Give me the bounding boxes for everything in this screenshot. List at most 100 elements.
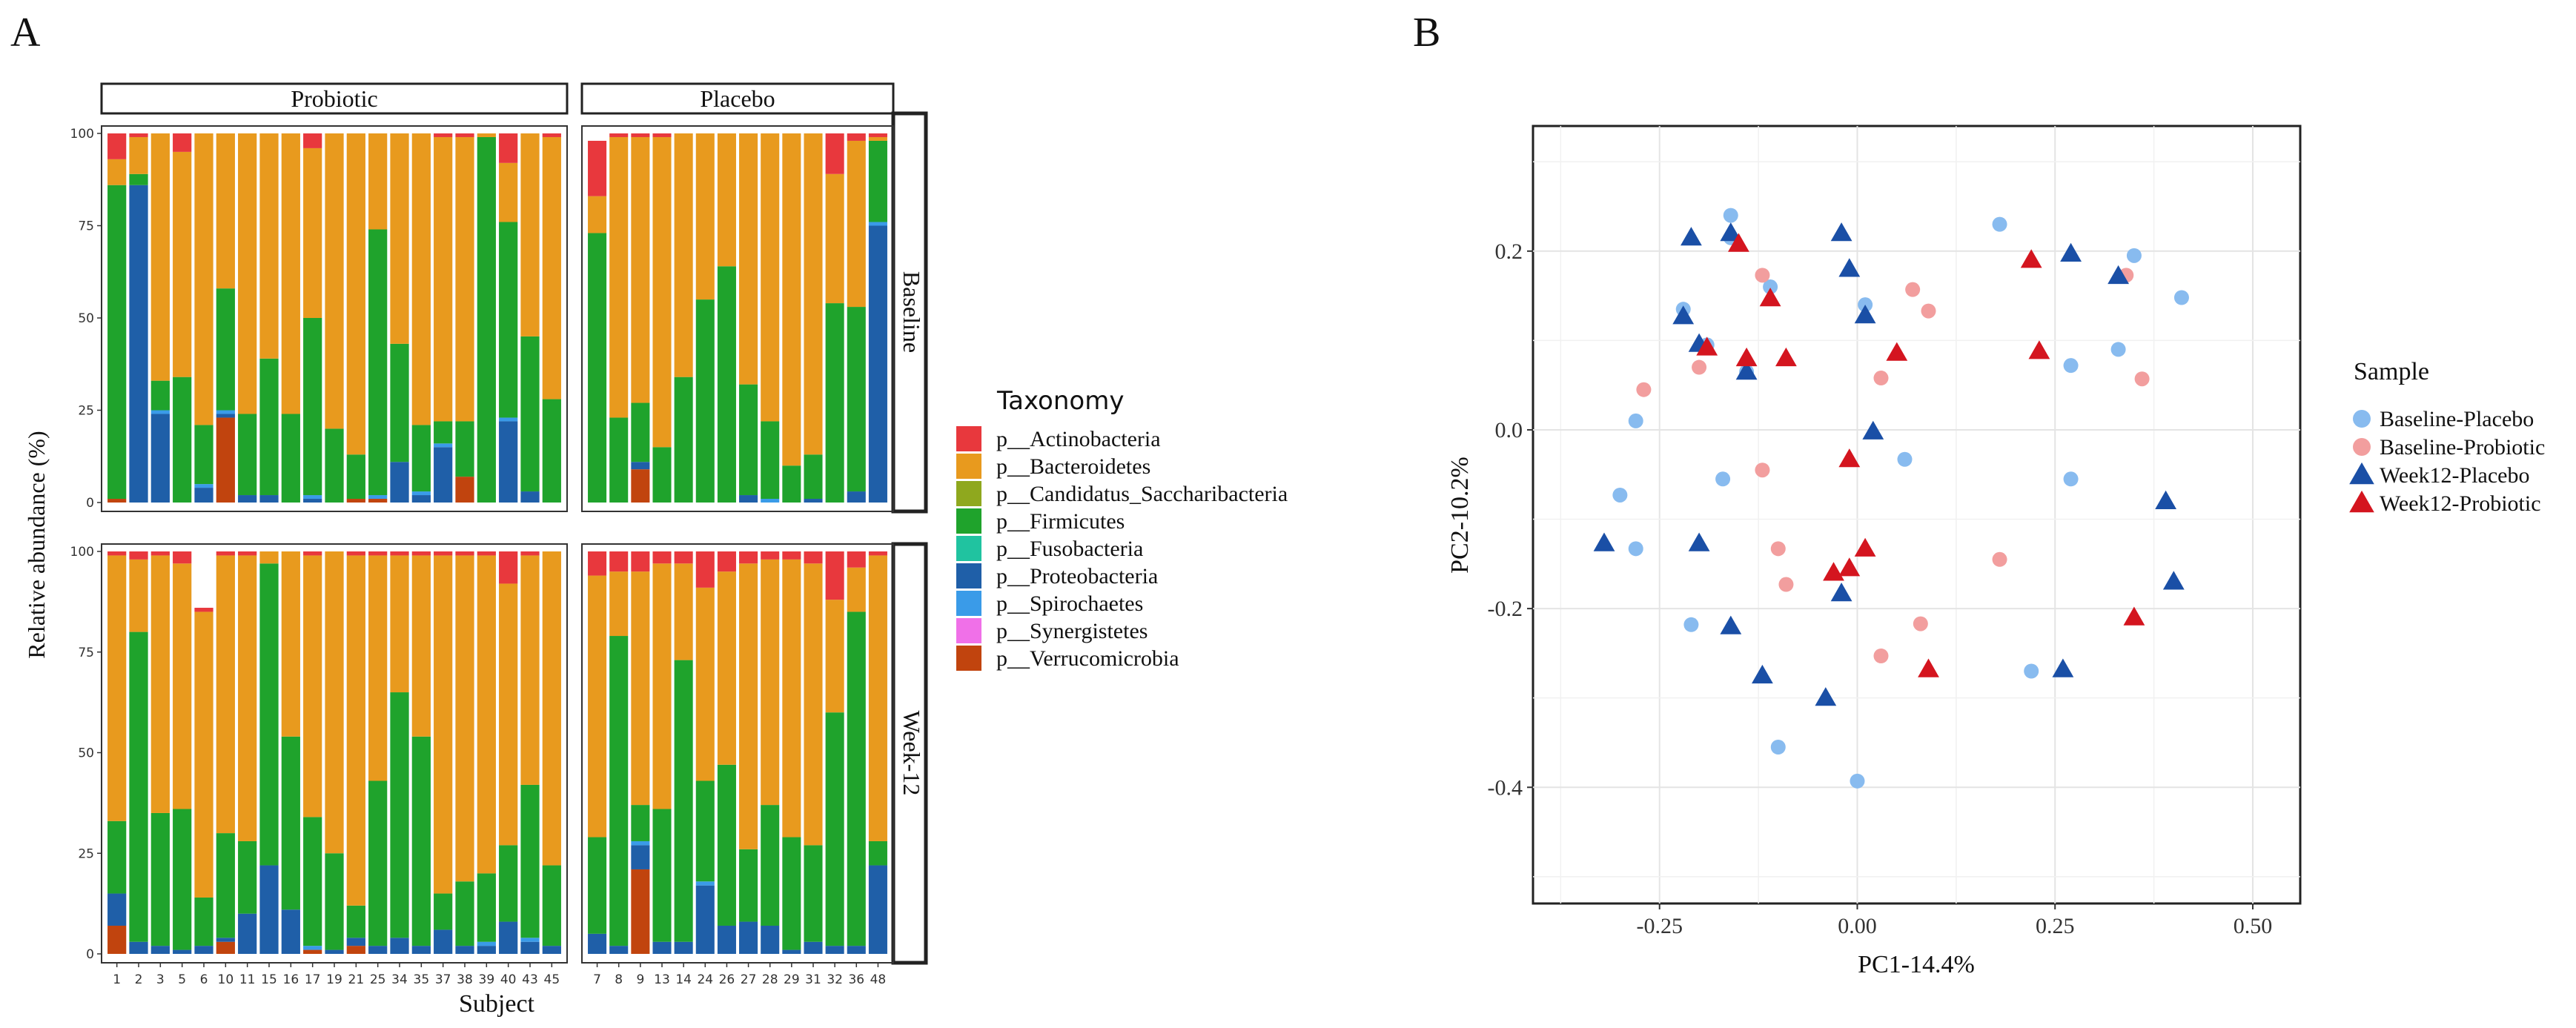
bar-segment	[652, 133, 672, 137]
x-tick-label: 1	[113, 972, 121, 987]
x-tick-label: -0.25	[1636, 914, 1683, 938]
point-week12-placebo	[2060, 242, 2082, 262]
bar-segment	[368, 133, 388, 230]
bar-segment	[303, 555, 322, 818]
bar-segment	[150, 555, 170, 813]
legend-swatch	[956, 454, 981, 479]
bar-segment	[825, 712, 844, 946]
bar-segment	[609, 946, 629, 954]
bar-segment	[868, 133, 887, 137]
bar-segment	[868, 136, 887, 141]
legend-swatch	[956, 618, 981, 643]
bar-segment	[825, 133, 844, 174]
bar-segment	[631, 840, 650, 846]
bar-segment	[499, 583, 518, 846]
bar-segment	[129, 559, 148, 632]
x-tick-label: 14	[675, 972, 692, 987]
point-week12-placebo	[1720, 222, 1742, 242]
x-tick-label: 0.25	[2036, 914, 2075, 938]
facet-label-baseline: Baseline	[898, 271, 925, 353]
x-tick-label: 29	[784, 972, 800, 987]
point-week12-probiotic	[2123, 606, 2145, 626]
bar-segment	[804, 499, 823, 503]
point-week12-probiotic	[1886, 342, 1908, 361]
bar-segment	[303, 949, 322, 954]
x-tick-label: 28	[762, 972, 778, 987]
point-week12-placebo	[1735, 361, 1758, 380]
bar-segment	[173, 133, 192, 152]
x-tick-label: 6	[200, 972, 208, 987]
bar-segment	[695, 133, 715, 300]
y-axis-title-a: Relative abundance (%)	[23, 431, 50, 658]
point-baseline-placebo	[2173, 290, 2189, 305]
bar-segment	[695, 881, 715, 886]
bar-segment	[477, 133, 496, 137]
facet-panel-placebo-week12	[581, 543, 894, 964]
bar-segment	[390, 343, 409, 462]
bar-segment	[588, 933, 607, 954]
bar-segment	[477, 873, 496, 942]
bar-segment	[325, 133, 344, 429]
bar-segment	[173, 809, 192, 950]
bar-segment	[761, 499, 780, 503]
bar-segment	[238, 495, 257, 503]
bar-segment	[674, 377, 693, 503]
x-tick-label: 11	[239, 972, 256, 987]
bar-segment	[739, 921, 758, 954]
bar-segment	[825, 303, 844, 503]
bar-segment	[739, 133, 758, 385]
point-baseline-probiotic	[1913, 616, 1928, 631]
bar-segment	[455, 133, 474, 137]
bar-segment	[804, 454, 823, 500]
bar-segment	[609, 551, 629, 572]
bar-segment	[150, 946, 170, 954]
bar-segment	[281, 736, 300, 910]
point-week12-placebo	[2108, 265, 2129, 285]
bar-segment	[390, 133, 409, 344]
point-week12-probiotic	[1838, 557, 1861, 577]
bar-segment	[173, 551, 192, 564]
y-tick-label: 0.2	[1495, 239, 1523, 264]
bar-segment	[520, 941, 540, 954]
point-week12-placebo	[1593, 532, 1615, 551]
bar-segment	[695, 885, 715, 954]
bar-segment	[455, 946, 474, 954]
bar-segment	[520, 938, 540, 942]
point-week12-probiotic	[1918, 658, 1939, 677]
bar-segment	[238, 133, 257, 414]
bar-segment	[717, 571, 736, 765]
x-tick-label: 26	[719, 972, 735, 987]
y-tick-label: -0.2	[1488, 597, 1523, 621]
point-baseline-probiotic	[2134, 371, 2150, 387]
point-baseline-probiotic	[1873, 649, 1889, 664]
x-tick-label: 36	[848, 972, 864, 987]
bar-segment	[761, 551, 780, 560]
x-tick-label: 16	[283, 972, 299, 987]
point-week12-placebo	[1752, 664, 1773, 684]
bar-segment	[150, 551, 170, 556]
bar-segment	[390, 555, 409, 693]
bar-segment	[455, 477, 474, 503]
point-week12-placebo	[1862, 420, 1884, 440]
bar-segment	[631, 869, 650, 954]
bar-segment	[520, 555, 540, 785]
bar-segment	[542, 865, 561, 946]
y-axis-a: 0 25 50 75 100 0 25 50 75 100	[70, 127, 102, 962]
legend-label: p__Firmicutes	[996, 509, 1125, 534]
bar-segment	[411, 551, 431, 556]
bar-segment	[325, 428, 344, 503]
bar-segment	[520, 133, 540, 336]
point-week12-probiotic	[1735, 347, 1758, 367]
bar-segment	[259, 495, 279, 503]
bar-segment	[631, 845, 650, 869]
bar-segment	[434, 555, 453, 894]
point-baseline-probiotic	[1778, 577, 1794, 592]
bar-segment	[868, 140, 887, 222]
legend-label: p__Proteobacteria	[996, 564, 1158, 588]
point-baseline-probiotic	[1755, 268, 1770, 283]
bar-segment	[129, 941, 148, 954]
bar-segment	[588, 140, 607, 196]
bar-segment	[717, 764, 736, 926]
bar-segment	[173, 377, 192, 503]
bar-segment	[238, 840, 257, 914]
